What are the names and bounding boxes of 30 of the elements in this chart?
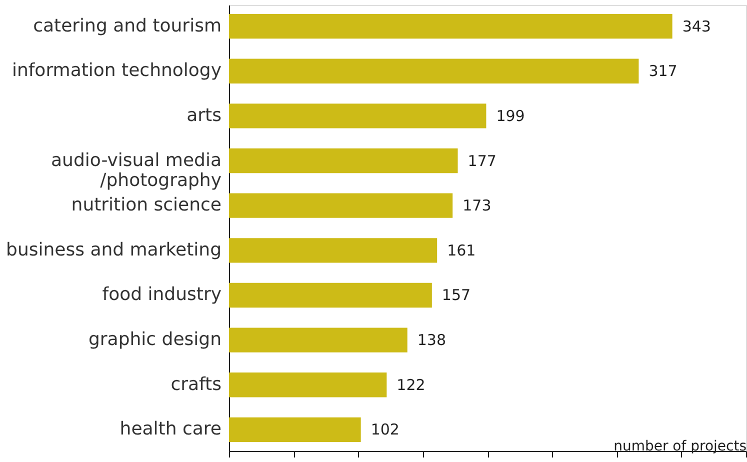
- bar: [229, 193, 453, 218]
- data-label: 177: [468, 152, 496, 170]
- data-label: 138: [417, 331, 446, 350]
- data-label: 199: [496, 106, 525, 125]
- data-label: 161: [447, 241, 476, 260]
- y-tick-label: information technology: [12, 60, 222, 82]
- y-tick-label: arts: [186, 104, 222, 126]
- y-tick-label: business and marketing: [6, 239, 222, 260]
- y-tick-label: catering and tourism: [33, 15, 222, 36]
- y-tick-label: food industry: [102, 284, 222, 306]
- y-tick-label: health care: [120, 418, 222, 440]
- bar: [229, 58, 639, 84]
- bar: [229, 282, 432, 308]
- x-axis-title: number of projects: [614, 438, 746, 454]
- bar: [229, 238, 438, 263]
- bar: [229, 104, 486, 128]
- bar: [229, 372, 387, 398]
- data-label: 343: [682, 17, 711, 36]
- data-label: 102: [370, 420, 400, 439]
- y-tick-label: nutrition science: [71, 194, 222, 216]
- bar: [229, 417, 361, 442]
- data-label: 317: [648, 62, 678, 80]
- data-label: 157: [442, 286, 471, 304]
- data-label: 122: [396, 376, 426, 394]
- bar: [229, 328, 408, 352]
- y-tick-label: graphic design: [88, 329, 222, 350]
- y-tick-label: crafts: [170, 374, 222, 395]
- data-label: 173: [462, 196, 492, 215]
- bar: [229, 148, 458, 174]
- bar: [229, 14, 672, 39]
